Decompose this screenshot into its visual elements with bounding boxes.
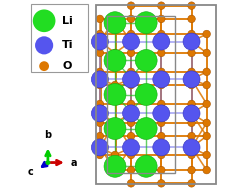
Bar: [96, 5, 216, 184]
Circle shape: [203, 49, 210, 57]
Circle shape: [158, 81, 165, 89]
Circle shape: [188, 151, 195, 159]
Circle shape: [183, 105, 200, 122]
Circle shape: [127, 119, 135, 127]
Circle shape: [203, 151, 210, 159]
Circle shape: [96, 132, 104, 140]
Circle shape: [153, 105, 170, 122]
Circle shape: [188, 132, 195, 140]
Text: b: b: [44, 130, 51, 140]
Circle shape: [135, 12, 157, 34]
Text: c: c: [28, 167, 34, 177]
Circle shape: [127, 15, 135, 23]
Circle shape: [123, 71, 140, 88]
Circle shape: [127, 30, 135, 38]
Text: Li: Li: [62, 16, 73, 26]
Circle shape: [135, 50, 157, 71]
Bar: [107, 16, 175, 173]
Circle shape: [123, 105, 140, 122]
Circle shape: [203, 166, 210, 174]
Circle shape: [96, 68, 104, 76]
Circle shape: [188, 166, 195, 174]
Circle shape: [127, 49, 135, 57]
Circle shape: [45, 160, 50, 165]
Circle shape: [135, 155, 157, 177]
Circle shape: [91, 139, 108, 156]
Circle shape: [96, 30, 104, 38]
Circle shape: [96, 119, 104, 127]
Circle shape: [123, 139, 140, 156]
Circle shape: [158, 166, 165, 174]
Circle shape: [91, 33, 108, 50]
Bar: [31, 4, 88, 72]
Circle shape: [111, 81, 119, 89]
Circle shape: [127, 81, 135, 89]
Circle shape: [188, 49, 195, 57]
Circle shape: [183, 71, 200, 88]
Circle shape: [96, 49, 104, 57]
Circle shape: [127, 68, 135, 76]
Circle shape: [153, 33, 170, 50]
Circle shape: [111, 166, 119, 174]
Circle shape: [203, 81, 210, 89]
Circle shape: [188, 2, 195, 9]
Circle shape: [123, 33, 140, 50]
Circle shape: [158, 2, 165, 9]
Circle shape: [188, 81, 195, 89]
Circle shape: [203, 132, 210, 140]
Circle shape: [203, 100, 210, 108]
Circle shape: [158, 100, 165, 108]
Circle shape: [188, 15, 195, 23]
Circle shape: [158, 15, 165, 23]
Circle shape: [153, 139, 170, 156]
Circle shape: [183, 33, 200, 50]
Circle shape: [203, 30, 210, 38]
Circle shape: [96, 81, 104, 89]
Circle shape: [104, 118, 126, 139]
Circle shape: [96, 151, 104, 159]
Circle shape: [158, 30, 165, 38]
Circle shape: [111, 151, 119, 159]
Circle shape: [135, 84, 157, 105]
Text: Ti: Ti: [62, 40, 74, 50]
Circle shape: [33, 9, 56, 32]
Circle shape: [127, 180, 135, 187]
Circle shape: [183, 139, 200, 156]
Circle shape: [158, 180, 165, 187]
Circle shape: [96, 100, 104, 108]
Circle shape: [188, 119, 195, 127]
Circle shape: [96, 15, 104, 23]
Circle shape: [135, 118, 157, 139]
Circle shape: [111, 49, 119, 57]
Circle shape: [91, 105, 108, 122]
Circle shape: [188, 100, 195, 108]
Circle shape: [127, 132, 135, 140]
Circle shape: [127, 151, 135, 159]
Circle shape: [104, 12, 126, 34]
Circle shape: [39, 61, 49, 71]
Text: O: O: [62, 61, 71, 71]
Circle shape: [127, 100, 135, 108]
Circle shape: [127, 166, 135, 174]
Circle shape: [158, 151, 165, 159]
Circle shape: [188, 30, 195, 38]
Circle shape: [91, 71, 108, 88]
Circle shape: [158, 119, 165, 127]
Circle shape: [111, 119, 119, 127]
Circle shape: [104, 155, 126, 177]
Circle shape: [35, 36, 53, 54]
Circle shape: [111, 15, 119, 23]
Circle shape: [188, 68, 195, 76]
Circle shape: [158, 68, 165, 76]
Circle shape: [188, 180, 195, 187]
Circle shape: [203, 119, 210, 127]
Circle shape: [158, 132, 165, 140]
Circle shape: [203, 68, 210, 76]
Text: a: a: [71, 158, 77, 167]
Circle shape: [153, 71, 170, 88]
Circle shape: [104, 50, 126, 71]
Circle shape: [104, 84, 126, 105]
Circle shape: [158, 49, 165, 57]
Circle shape: [127, 2, 135, 9]
